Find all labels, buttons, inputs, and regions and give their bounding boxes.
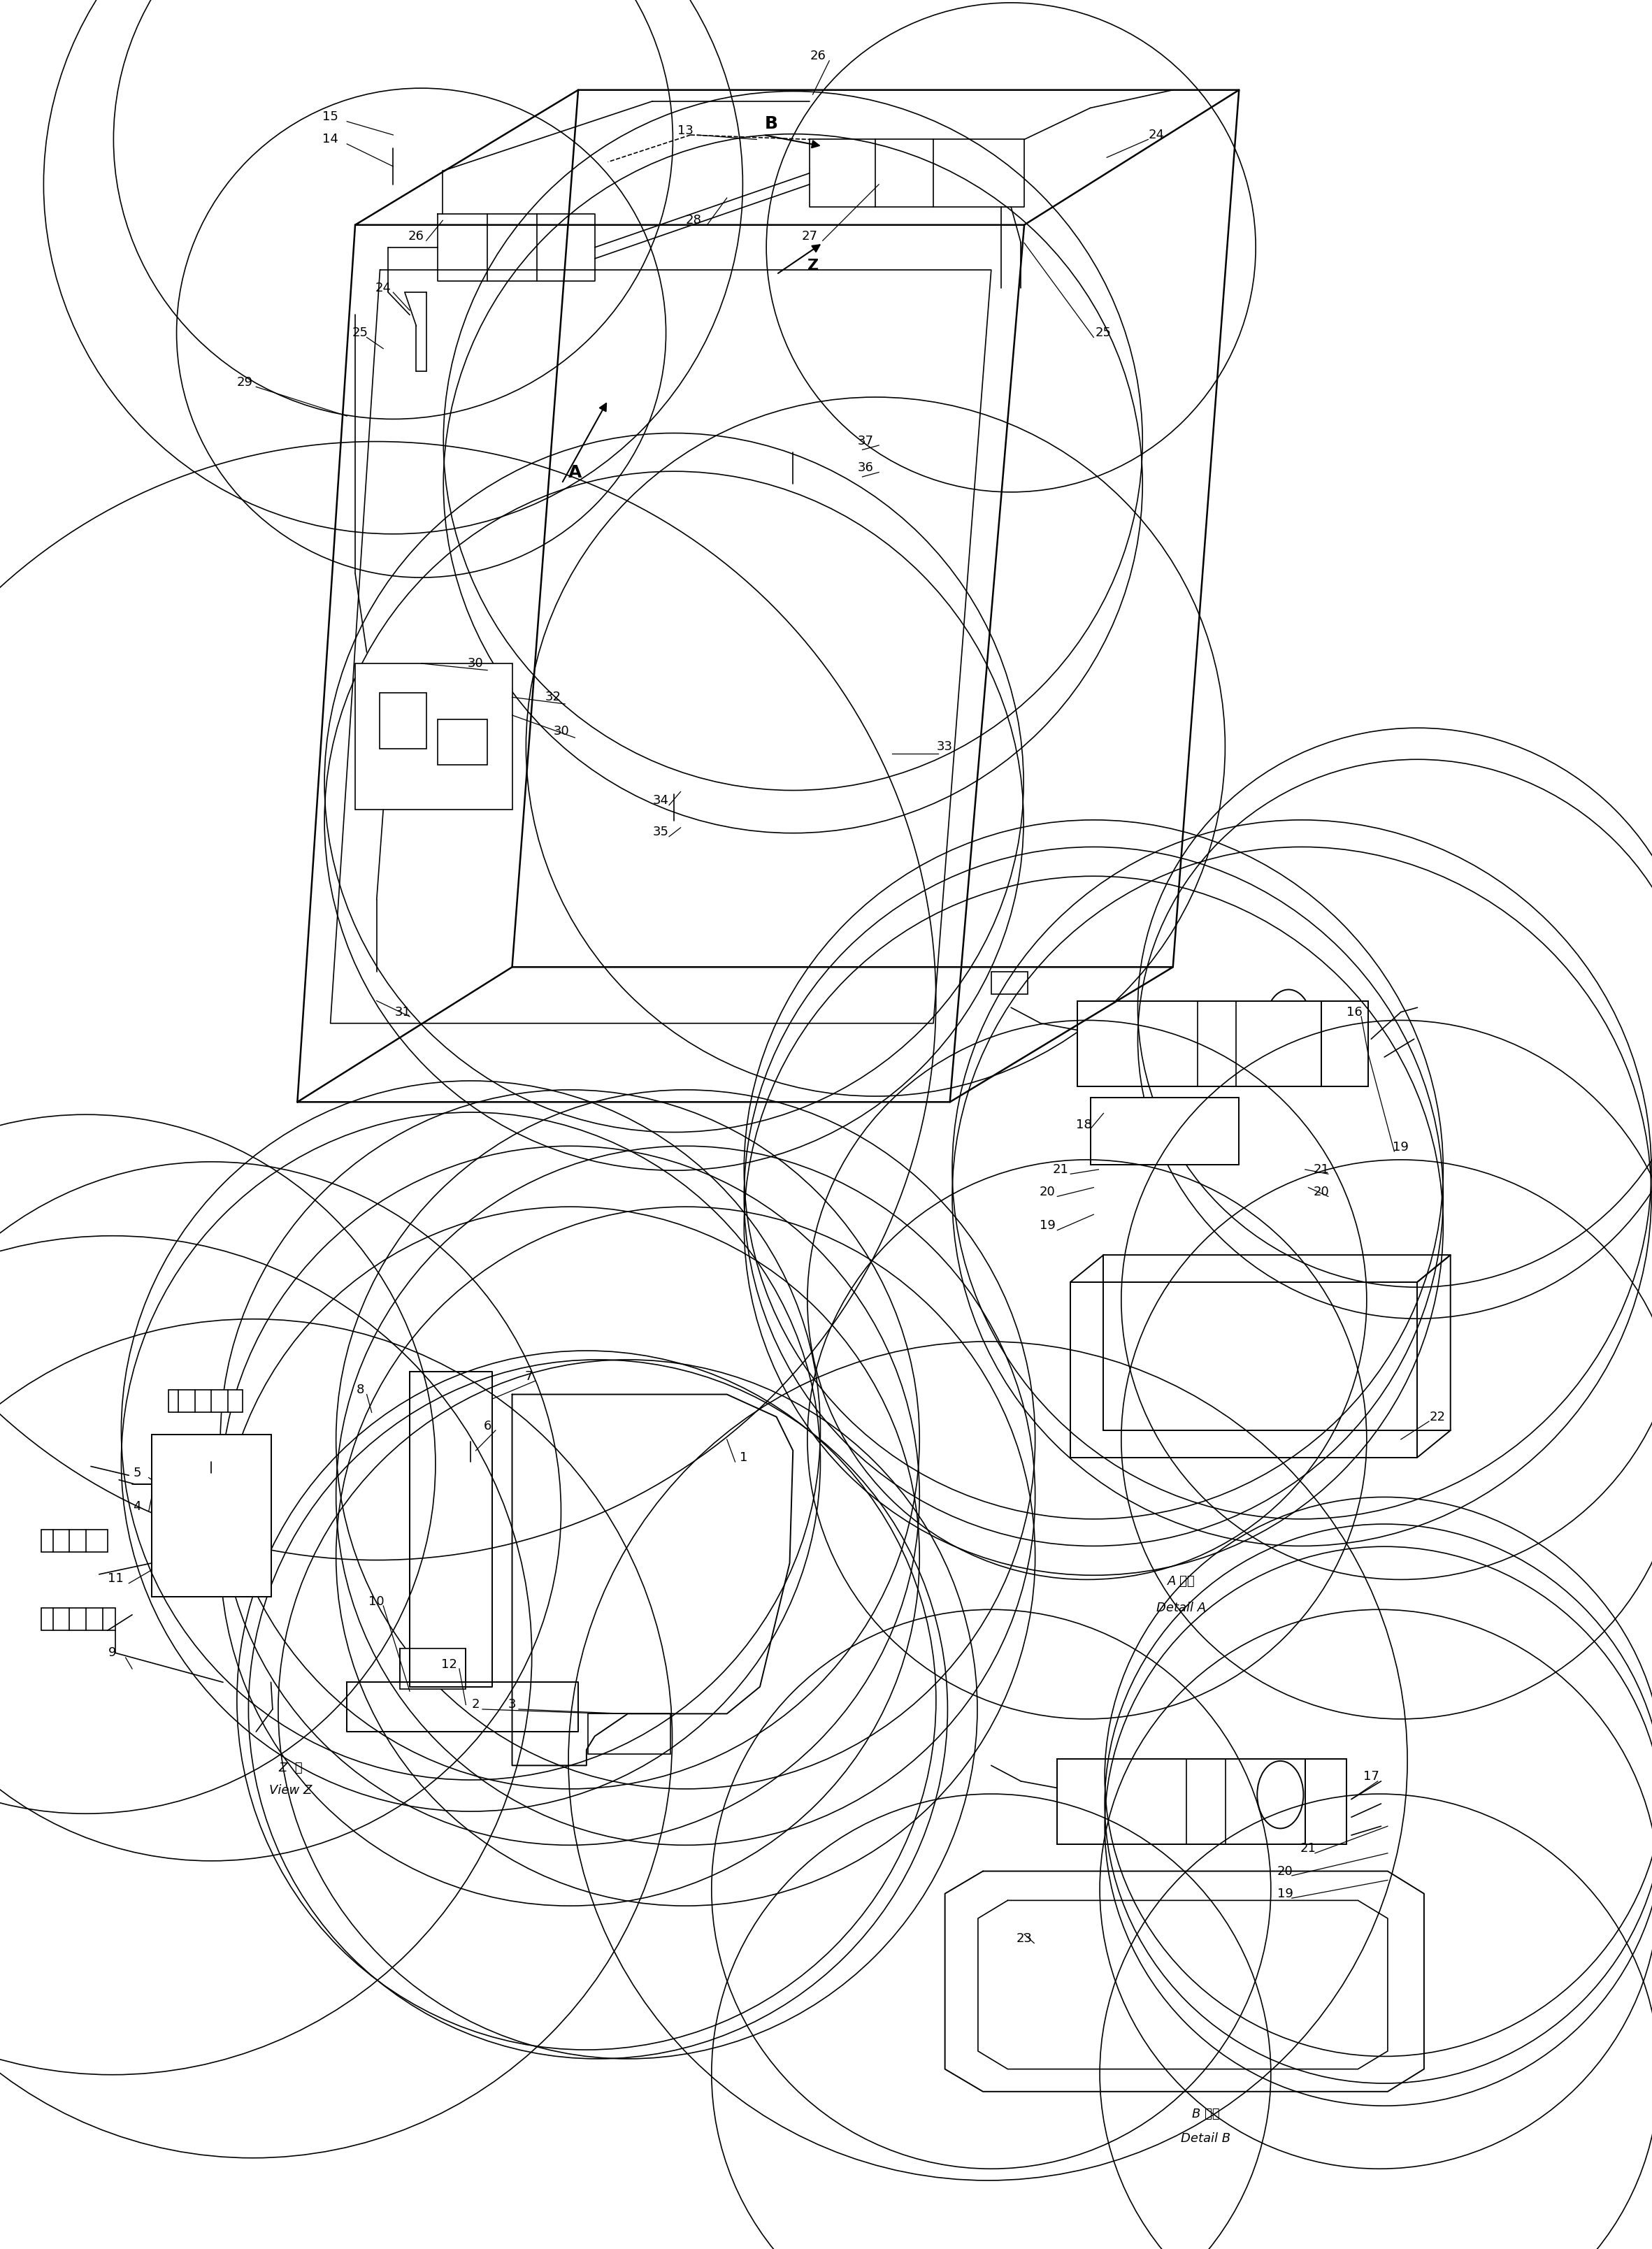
- Text: 24: 24: [1148, 128, 1165, 142]
- Text: 30: 30: [553, 724, 570, 738]
- Text: 14: 14: [322, 133, 339, 146]
- Text: 16: 16: [1346, 1005, 1363, 1019]
- Text: 34: 34: [653, 794, 669, 807]
- Text: 30: 30: [468, 657, 484, 670]
- Bar: [41, 1608, 116, 1631]
- Text: 37: 37: [857, 434, 874, 448]
- Text: 19: 19: [1393, 1140, 1409, 1154]
- Text: 21: 21: [1313, 1163, 1330, 1176]
- Text: Detail B: Detail B: [1181, 2132, 1231, 2146]
- Text: 19: 19: [1039, 1219, 1056, 1232]
- Text: 21: 21: [1300, 1842, 1317, 1855]
- Text: B: B: [765, 115, 778, 133]
- Bar: [1322, 1001, 1368, 1086]
- Text: 25: 25: [1095, 326, 1112, 340]
- Bar: [380, 693, 426, 749]
- Bar: [991, 972, 1028, 994]
- Text: 21: 21: [1052, 1163, 1069, 1176]
- Bar: [355, 663, 512, 810]
- Text: 26: 26: [809, 49, 826, 63]
- Text: 31: 31: [395, 1005, 411, 1019]
- Bar: [400, 1649, 466, 1689]
- Text: 32: 32: [545, 690, 562, 704]
- Text: 6: 6: [484, 1419, 491, 1433]
- Text: A 詳細: A 詳細: [1168, 1574, 1194, 1588]
- Text: 33: 33: [937, 740, 953, 753]
- Bar: [152, 1435, 271, 1597]
- Text: 28: 28: [686, 214, 702, 227]
- Text: 15: 15: [322, 110, 339, 124]
- Text: 29: 29: [236, 376, 253, 389]
- Text: 1: 1: [740, 1451, 747, 1464]
- Text: 23: 23: [1016, 1932, 1032, 1945]
- Bar: [1077, 1001, 1322, 1086]
- Text: 12: 12: [441, 1658, 458, 1671]
- Text: A: A: [568, 463, 582, 481]
- Text: 11: 11: [107, 1572, 124, 1586]
- Text: 19: 19: [1277, 1887, 1294, 1900]
- Bar: [1090, 1098, 1239, 1165]
- Text: B 詳細: B 詳細: [1193, 2107, 1219, 2121]
- Text: 17: 17: [1363, 1770, 1379, 1783]
- Text: Z: Z: [808, 259, 818, 272]
- Text: 7: 7: [525, 1370, 532, 1383]
- Text: 13: 13: [677, 124, 694, 137]
- Text: 8: 8: [357, 1383, 363, 1397]
- Text: 26: 26: [408, 229, 425, 243]
- Text: Detail A: Detail A: [1156, 1601, 1206, 1615]
- Text: 20: 20: [1039, 1185, 1056, 1199]
- Text: 5: 5: [134, 1466, 140, 1480]
- Text: 35: 35: [653, 825, 669, 839]
- Text: 20: 20: [1277, 1864, 1294, 1878]
- Text: 22: 22: [1429, 1410, 1446, 1424]
- Text: 2: 2: [472, 1698, 479, 1711]
- Text: View Z: View Z: [269, 1783, 312, 1797]
- Text: 9: 9: [109, 1646, 116, 1660]
- Bar: [1305, 1759, 1346, 1844]
- Text: 36: 36: [857, 461, 874, 475]
- Text: 4: 4: [134, 1500, 140, 1514]
- Bar: [438, 720, 487, 765]
- Bar: [169, 1390, 243, 1412]
- Text: 20: 20: [1313, 1185, 1330, 1199]
- Bar: [41, 1529, 107, 1552]
- Text: 24: 24: [375, 281, 392, 295]
- Text: 27: 27: [801, 229, 818, 243]
- Bar: [1057, 1759, 1305, 1844]
- Text: Z  矧: Z 矧: [279, 1761, 302, 1774]
- Text: 3: 3: [509, 1698, 515, 1711]
- Text: 10: 10: [368, 1595, 385, 1608]
- Text: 18: 18: [1075, 1118, 1092, 1131]
- Text: 25: 25: [352, 326, 368, 340]
- Bar: [588, 1714, 671, 1754]
